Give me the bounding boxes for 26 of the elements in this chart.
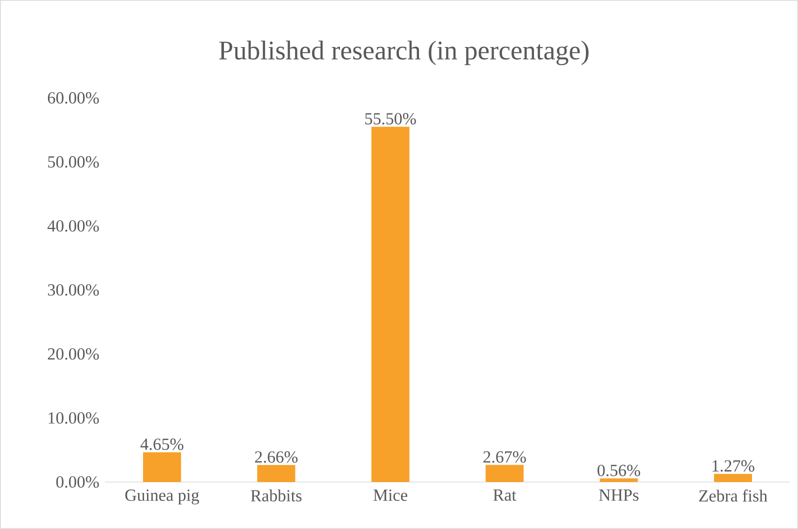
data-label: 1.27%: [712, 460, 754, 472]
y-tick-label: 60.00%: [48, 92, 99, 104]
data-label: 4.65%: [140, 438, 184, 450]
bar: [143, 452, 182, 482]
y-tick-label: 10.00%: [48, 412, 99, 424]
data-label: 55.50%: [365, 113, 416, 125]
bar: [486, 464, 524, 482]
y-tick-label: 0.00%: [56, 476, 99, 488]
chart-title: Published research (in percentage): [219, 40, 589, 66]
x-tick-label: Rabbits: [250, 490, 302, 502]
data-label: 2.66%: [255, 451, 298, 463]
y-tick-label: 20.00%: [48, 348, 99, 360]
data-label: 0.56%: [598, 464, 640, 476]
bar: [714, 474, 752, 482]
x-tick-label: Rat: [493, 490, 516, 501]
y-tick-label: 50.00%: [48, 156, 99, 168]
bar: [371, 126, 410, 482]
bar: [600, 478, 638, 482]
bar: [257, 465, 296, 482]
data-label: 2.67%: [483, 451, 526, 463]
x-tick-label: Mice: [373, 490, 408, 501]
x-tick-label: Guinea pig: [125, 490, 200, 504]
y-tick-label: 40.00%: [48, 220, 99, 232]
x-tick-label: Zebra fish: [699, 490, 768, 502]
x-tick-label: NHPs: [599, 490, 638, 501]
y-tick-label: 30.00%: [48, 284, 99, 296]
